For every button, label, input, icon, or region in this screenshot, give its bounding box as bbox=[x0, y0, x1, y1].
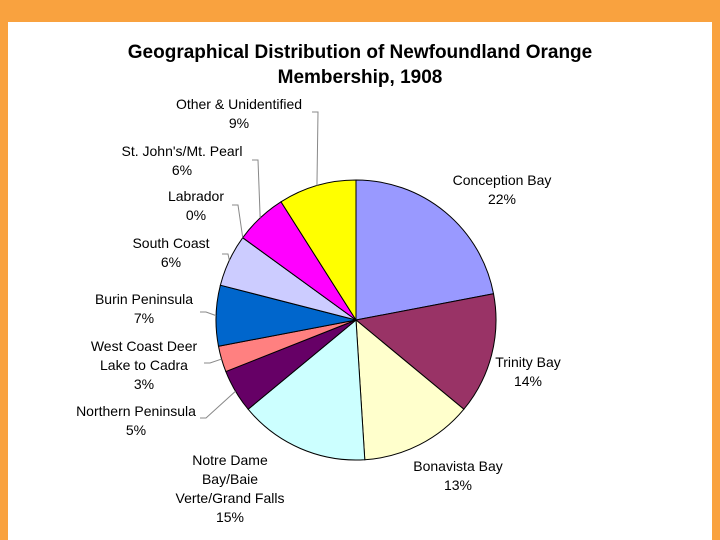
slice-label: West Coast Deer Lake to Cadra bbox=[91, 338, 198, 373]
value-label: 9% bbox=[229, 115, 249, 131]
leader-line bbox=[200, 311, 217, 317]
value-label: 3% bbox=[134, 376, 154, 392]
pie-slice bbox=[280, 179, 357, 322]
pie-slice bbox=[355, 318, 465, 461]
pie-slice bbox=[354, 293, 497, 410]
value-label: 13% bbox=[444, 477, 472, 493]
slice-label: South Coast bbox=[132, 235, 209, 251]
labels: Conception Bay 22% Trinity Bay 14% Bonavista… bbox=[76, 96, 561, 525]
leader-line bbox=[222, 253, 230, 261]
value-label: 22% bbox=[488, 191, 516, 207]
slice-label: Other & Unidentified bbox=[176, 96, 302, 112]
slice-label: Bonavista Bay bbox=[413, 458, 503, 474]
value-label: 15% bbox=[216, 509, 244, 525]
value-label: 14% bbox=[514, 373, 542, 389]
slice-label: Conception Bay bbox=[453, 172, 552, 188]
slice-label: Labrador bbox=[168, 188, 224, 204]
value-label: 6% bbox=[172, 162, 192, 178]
slice-label: Burin Peninsula bbox=[95, 291, 193, 307]
slice-label: Trinity Bay bbox=[495, 354, 561, 370]
leader-line bbox=[232, 204, 244, 238]
chart-title: Geographical Distribution of Newfoundlan… bbox=[128, 42, 592, 88]
value-label: 5% bbox=[126, 422, 146, 438]
slice-label: St. John's/Mt. Pearl bbox=[122, 143, 243, 159]
leader-line bbox=[252, 159, 261, 218]
pie-slice bbox=[355, 179, 495, 321]
leader-line bbox=[204, 358, 222, 364]
value-label: 6% bbox=[161, 254, 181, 270]
value-label: 7% bbox=[134, 310, 154, 326]
slice-label: Northern Peninsula bbox=[76, 403, 196, 419]
slice-label: Notre Dame Bay/Baie Verte/Grand Falls bbox=[176, 452, 285, 506]
pie bbox=[215, 179, 497, 461]
pie-slice bbox=[247, 318, 366, 461]
value-label: 0% bbox=[186, 207, 206, 223]
leader-line bbox=[312, 111, 319, 186]
leader-line bbox=[200, 390, 236, 419]
